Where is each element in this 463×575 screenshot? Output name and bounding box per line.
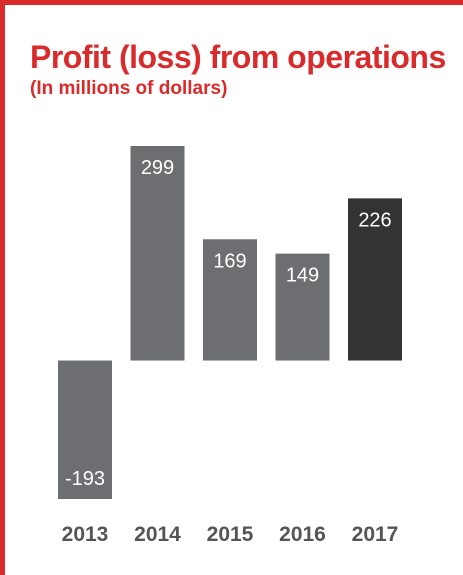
value-label-2016: 149 <box>286 265 319 287</box>
value-label-2017: 226 <box>358 209 391 231</box>
value-label-2013: -193 <box>65 468 105 490</box>
value-label-2014: 299 <box>141 157 174 179</box>
bar-2015 <box>203 239 257 361</box>
year-label-2014: 2014 <box>134 523 181 546</box>
value-label-2015: 169 <box>213 250 246 272</box>
bar-2016 <box>275 253 330 361</box>
bar-2013 <box>58 360 112 499</box>
year-label-2015: 2015 <box>207 523 254 546</box>
bar-2014 <box>130 146 185 361</box>
year-label-2013: 2013 <box>62 523 109 546</box>
chart-title: Profit (loss) from operations <box>30 39 446 75</box>
year-label-2016: 2016 <box>279 523 326 546</box>
bar-2017 <box>348 198 402 361</box>
chart-subtitle: (In millions of dollars) <box>30 78 228 99</box>
year-label-2017: 2017 <box>352 523 399 546</box>
